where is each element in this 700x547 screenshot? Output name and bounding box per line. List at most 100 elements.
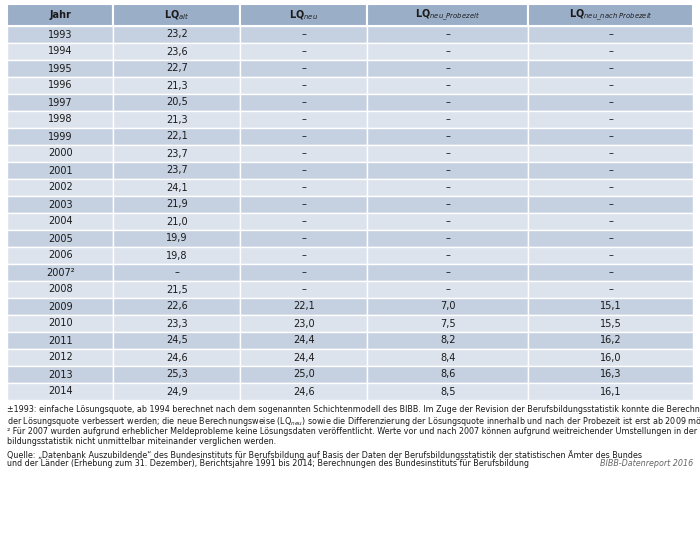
Text: BIBB-Datenreport 2016: BIBB-Datenreport 2016 [600, 459, 693, 468]
Bar [528, 94, 693, 111]
Text: Jahr: Jahr [49, 10, 71, 20]
Text: 2002: 2002 [48, 183, 73, 193]
Text: 2009: 2009 [48, 301, 73, 311]
Text: 16,0: 16,0 [600, 352, 622, 363]
Text: der Lösungsquote verbessert werden; die neue Berechnungsweise (LQ$_{neu}$) sowie: der Lösungsquote verbessert werden; die … [7, 415, 700, 428]
Bar [367, 349, 528, 366]
Text: 2003: 2003 [48, 200, 73, 210]
Text: 16,3: 16,3 [600, 370, 622, 380]
Text: 2004: 2004 [48, 217, 73, 226]
Text: –: – [608, 148, 613, 159]
Text: 2005: 2005 [48, 234, 73, 243]
Bar [240, 196, 367, 213]
Text: –: – [608, 234, 613, 243]
Text: –: – [608, 97, 613, 108]
Bar [240, 383, 367, 400]
Bar [367, 4, 528, 26]
Bar [528, 247, 693, 264]
Text: –: – [445, 97, 450, 108]
Text: –: – [301, 217, 306, 226]
Bar [367, 298, 528, 315]
Text: 8,4: 8,4 [440, 352, 456, 363]
Text: –: – [301, 63, 306, 73]
Bar [7, 281, 113, 298]
Bar [240, 230, 367, 247]
Bar [528, 230, 693, 247]
Text: 24,4: 24,4 [293, 335, 314, 346]
Text: –: – [174, 267, 179, 277]
Text: 8,6: 8,6 [440, 370, 456, 380]
Text: –: – [445, 80, 450, 90]
Text: 8,5: 8,5 [440, 387, 456, 397]
Bar [113, 281, 240, 298]
Bar [367, 162, 528, 179]
Text: –: – [301, 284, 306, 294]
Bar [7, 196, 113, 213]
Text: –: – [445, 200, 450, 210]
Text: –: – [301, 46, 306, 56]
Bar [113, 213, 240, 230]
Text: –: – [445, 183, 450, 193]
Text: 2012: 2012 [48, 352, 73, 363]
Bar [528, 213, 693, 230]
Text: –: – [301, 80, 306, 90]
Bar [528, 145, 693, 162]
Text: –: – [301, 200, 306, 210]
Bar [113, 298, 240, 315]
Text: –: – [445, 251, 450, 260]
Text: 1995: 1995 [48, 63, 73, 73]
Text: 1998: 1998 [48, 114, 72, 125]
Text: –: – [301, 97, 306, 108]
Bar [367, 281, 528, 298]
Bar [240, 332, 367, 349]
Bar [113, 247, 240, 264]
Bar [113, 315, 240, 332]
Bar [7, 43, 113, 60]
Text: 24,6: 24,6 [166, 352, 188, 363]
Bar [240, 43, 367, 60]
Bar [528, 128, 693, 145]
Text: 23,6: 23,6 [166, 46, 188, 56]
Bar [113, 264, 240, 281]
Bar [528, 264, 693, 281]
Text: 8,2: 8,2 [440, 335, 456, 346]
Bar [528, 349, 693, 366]
Bar [113, 162, 240, 179]
Text: –: – [608, 63, 613, 73]
Text: –: – [445, 131, 450, 142]
Bar [7, 383, 113, 400]
Text: 1997: 1997 [48, 97, 73, 108]
Bar [367, 128, 528, 145]
Text: –: – [301, 148, 306, 159]
Bar [113, 366, 240, 383]
Bar [240, 247, 367, 264]
Bar [240, 179, 367, 196]
Text: –: – [301, 30, 306, 39]
Text: –: – [445, 63, 450, 73]
Text: –: – [608, 80, 613, 90]
Bar [367, 247, 528, 264]
Bar [367, 213, 528, 230]
Text: 21,0: 21,0 [166, 217, 188, 226]
Text: –: – [608, 267, 613, 277]
Text: –: – [445, 217, 450, 226]
Text: 25,0: 25,0 [293, 370, 314, 380]
Text: –: – [301, 183, 306, 193]
Bar [7, 247, 113, 264]
Text: 2014: 2014 [48, 387, 73, 397]
Bar [113, 60, 240, 77]
Bar [7, 349, 113, 366]
Bar [113, 94, 240, 111]
Bar [367, 43, 528, 60]
Text: –: – [301, 251, 306, 260]
Text: 2010: 2010 [48, 318, 73, 329]
Bar [7, 111, 113, 128]
Bar [367, 179, 528, 196]
Bar [7, 332, 113, 349]
Bar [367, 145, 528, 162]
Text: 21,3: 21,3 [166, 80, 188, 90]
Text: 21,5: 21,5 [166, 284, 188, 294]
Bar [528, 281, 693, 298]
Bar [240, 264, 367, 281]
Bar [367, 264, 528, 281]
